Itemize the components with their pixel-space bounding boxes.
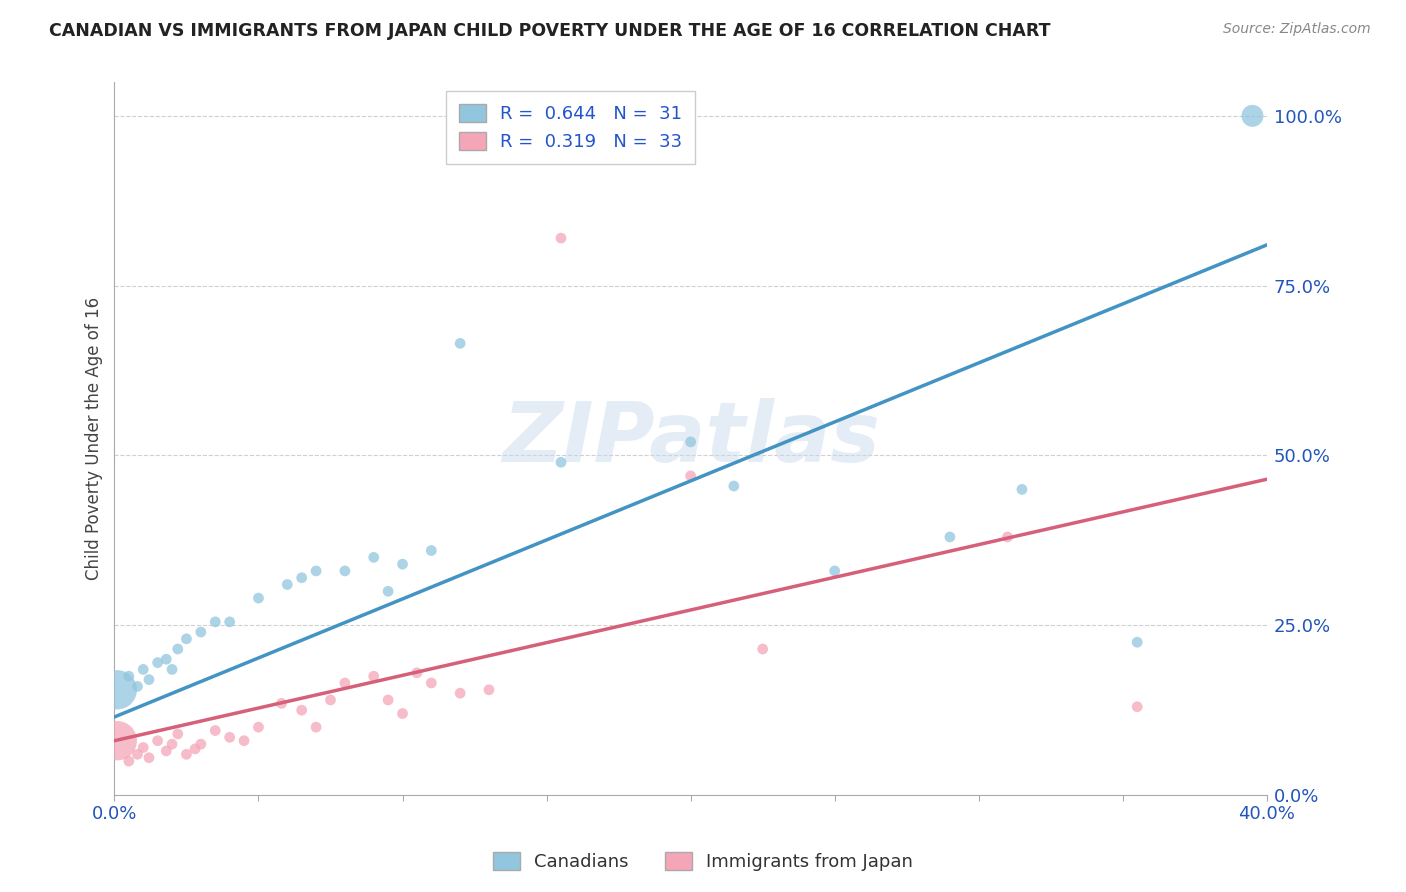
Point — [160, 737, 183, 751]
Point — [305, 720, 328, 734]
Text: ZIPatlas: ZIPatlas — [502, 398, 880, 479]
Point — [160, 662, 183, 676]
Point — [420, 676, 443, 690]
Point — [218, 731, 240, 745]
Point — [363, 669, 385, 683]
Point — [118, 669, 141, 683]
Point — [333, 564, 356, 578]
Legend: Canadians, Immigrants from Japan: Canadians, Immigrants from Japan — [485, 845, 921, 879]
Point — [190, 625, 212, 640]
Point — [550, 231, 572, 245]
Point — [176, 632, 198, 646]
Point — [204, 615, 226, 629]
Point — [363, 550, 385, 565]
Point — [127, 679, 149, 693]
Point — [233, 733, 256, 747]
Point — [550, 455, 572, 469]
Point — [204, 723, 226, 738]
Point — [118, 754, 141, 768]
Point — [291, 703, 314, 717]
Point — [138, 673, 160, 687]
Point — [132, 662, 155, 676]
Point — [449, 686, 471, 700]
Point — [319, 693, 342, 707]
Point — [333, 676, 356, 690]
Point — [449, 336, 471, 351]
Point — [939, 530, 962, 544]
Legend: R =  0.644   N =  31, R =  0.319   N =  33: R = 0.644 N = 31, R = 0.319 N = 33 — [446, 91, 695, 164]
Point — [305, 564, 328, 578]
Point — [166, 727, 188, 741]
Point — [723, 479, 745, 493]
Point — [146, 656, 169, 670]
Point — [1011, 483, 1033, 497]
Point — [127, 747, 149, 762]
Point — [679, 434, 702, 449]
Point — [377, 584, 399, 599]
Point — [291, 571, 314, 585]
Point — [105, 682, 128, 697]
Point — [105, 733, 128, 747]
Point — [391, 557, 413, 571]
Point — [1126, 635, 1149, 649]
Point — [824, 564, 846, 578]
Point — [247, 591, 270, 606]
Point — [190, 737, 212, 751]
Point — [406, 665, 429, 680]
Point — [138, 750, 160, 764]
Point — [1241, 109, 1264, 123]
Y-axis label: Child Poverty Under the Age of 16: Child Poverty Under the Age of 16 — [86, 297, 103, 580]
Point — [420, 543, 443, 558]
Point — [377, 693, 399, 707]
Point — [176, 747, 198, 762]
Point — [218, 615, 240, 629]
Point — [997, 530, 1019, 544]
Text: Source: ZipAtlas.com: Source: ZipAtlas.com — [1223, 22, 1371, 37]
Point — [478, 682, 501, 697]
Point — [155, 744, 177, 758]
Point — [679, 468, 702, 483]
Point — [751, 642, 773, 657]
Point — [276, 577, 298, 591]
Text: CANADIAN VS IMMIGRANTS FROM JAPAN CHILD POVERTY UNDER THE AGE OF 16 CORRELATION : CANADIAN VS IMMIGRANTS FROM JAPAN CHILD … — [49, 22, 1050, 40]
Point — [184, 742, 207, 756]
Point — [155, 652, 177, 666]
Point — [146, 733, 169, 747]
Point — [391, 706, 413, 721]
Point — [270, 697, 292, 711]
Point — [166, 642, 188, 657]
Point — [132, 740, 155, 755]
Point — [1126, 699, 1149, 714]
Point — [247, 720, 270, 734]
